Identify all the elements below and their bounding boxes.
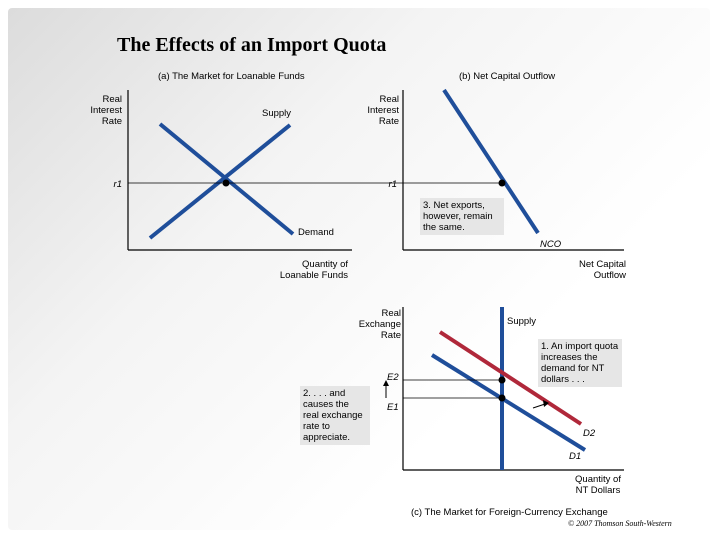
demand-shift-arrow (532, 403, 546, 409)
copyright-credit: © 2007 Thomson South-Western (568, 519, 672, 528)
panel-c-d2-label: D2 (583, 428, 596, 439)
panel-a-supply-curve (148, 123, 292, 240)
panel-a-demand-label: Demand (298, 227, 334, 238)
panel-b-nco-label: NCO (540, 239, 562, 250)
panel-b-caption: (b) Net Capital Outflow (459, 71, 556, 82)
slide-title: The Effects of an Import Quota (117, 34, 387, 56)
panel-b-note: 3. Net exports, however, remain the same… (420, 198, 504, 235)
panel-a-r1-label: r1 (113, 179, 122, 190)
panel-c-caption: (c) The Market for Foreign-Currency Exch… (411, 507, 608, 518)
panel-a-demand-curve (158, 122, 295, 236)
panel-b-nco-curve (442, 88, 540, 235)
panel-a-x-axis-label: Quantity of Loanable Funds (279, 259, 348, 281)
panel-b-equilibrium-point (498, 179, 506, 187)
panel-c-note-appreciate: 2. . . . and causes the real exchange ra… (300, 386, 370, 445)
panel-b-r1-label: r1 (388, 179, 397, 190)
panel-a-y-axis-label: Real Interest Rate (90, 94, 122, 127)
appreciation-arrow-head (383, 380, 389, 386)
panel-a-caption: (a) The Market for Loanable Funds (158, 71, 305, 82)
panel-c-e1-point (498, 394, 506, 402)
panel-b-y-axis-label: Real Interest Rate (367, 94, 399, 127)
panel-c-d1-label: D1 (569, 451, 582, 462)
panel-c-note-demand-increase: 1. An import quota increases the demand … (538, 339, 622, 387)
panel-c-e2-label: E2 (387, 372, 399, 383)
panel-c-supply-label: Supply (507, 316, 537, 327)
panel-a-equilibrium-point (222, 179, 230, 187)
panel-b-x-axis-label: Net Capital Outflow (579, 259, 626, 281)
panel-a-supply-label: Supply (262, 108, 292, 119)
panel-c-x-axis-label: Quantity of NT Dollars (575, 474, 621, 496)
panel-c-y-axis-label: Real Exchange Rate (358, 308, 401, 341)
demand-shift-arrow-head (543, 400, 549, 407)
panel-c-demand-d2 (438, 330, 583, 426)
panel-c-demand-d1 (430, 353, 587, 452)
panel-c-e2-point (498, 376, 506, 384)
panel-c-e1-label: E1 (387, 402, 399, 413)
